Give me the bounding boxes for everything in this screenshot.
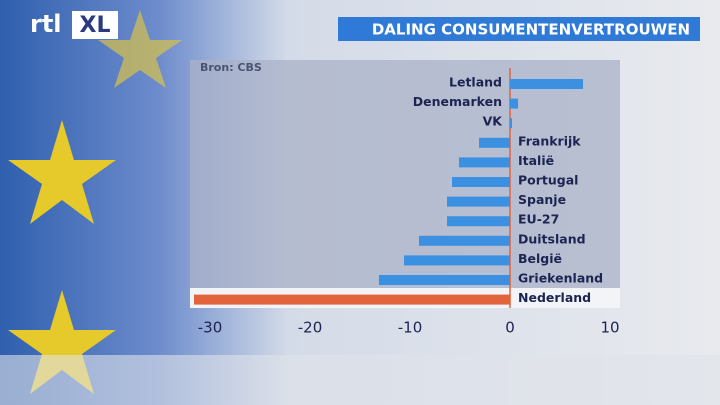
category-label: Denemarken [413,94,502,109]
star [8,120,116,224]
logo-rtl: rtl [30,10,62,38]
category-label: VK [483,114,504,129]
star [8,290,116,394]
bar [447,216,510,227]
title-bar [338,17,700,41]
category-label: België [518,251,562,266]
category-label: Duitsland [518,231,586,246]
category-label: Griekenland [518,271,603,286]
category-label: Frankrijk [518,133,581,148]
source: Bron: CBS [200,61,262,74]
x-tick-label: -10 [398,319,423,337]
bar [194,294,510,305]
x-tick-label: 10 [600,319,619,337]
x-tick-label: -30 [198,319,223,337]
floor [0,355,720,405]
bar [510,118,512,129]
plot-area [190,60,620,288]
x-tick-label: -20 [298,319,323,337]
bar [447,196,510,207]
category-label: EU-27 [518,212,559,227]
category-label: Spanje [518,192,566,207]
category-label: Letland [449,75,502,90]
bar [459,157,510,168]
bar [510,79,583,89]
chart-title: DALING CONSUMENTENVERTROUWEN [372,21,690,39]
bar [419,235,510,246]
bar [452,177,510,187]
category-label: Portugal [518,173,578,188]
category-label: Nederland [518,290,591,305]
logo-box [72,11,118,39]
x-tick-label: 0 [505,319,515,337]
bar [379,275,510,285]
star [98,10,182,88]
logo-xl: XL [80,13,111,38]
category-label: Italië [518,153,554,168]
bar [510,98,518,109]
bar [404,255,510,266]
bar [479,137,510,148]
